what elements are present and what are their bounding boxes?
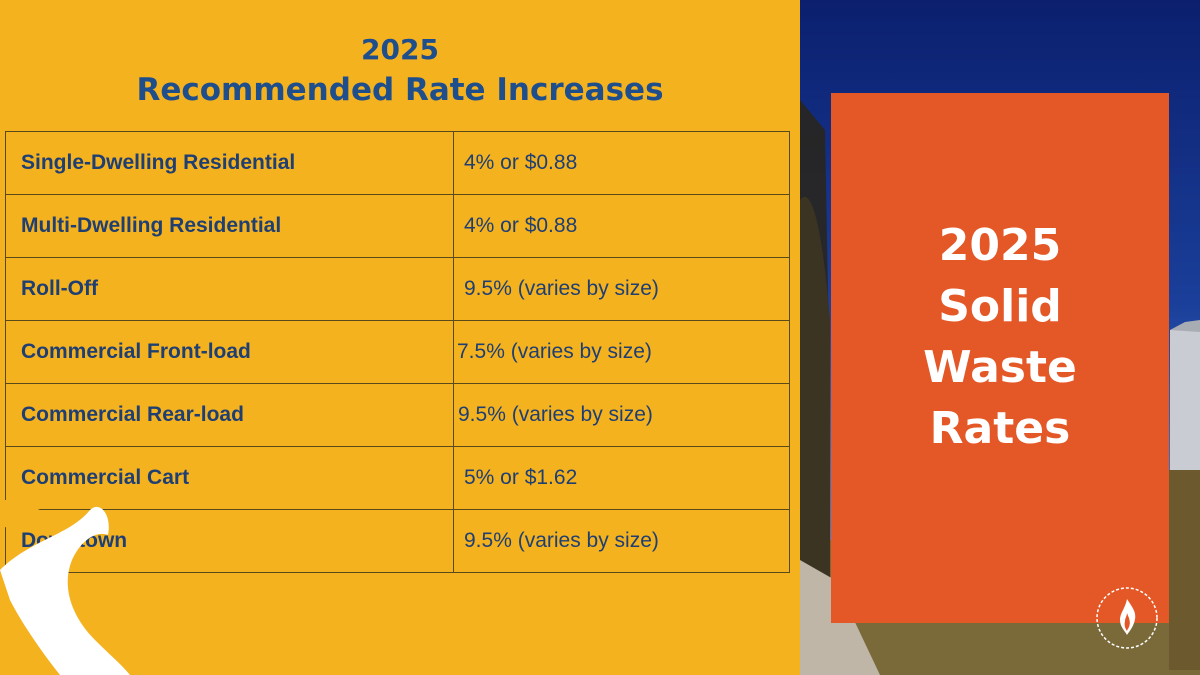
rate-cell: 4% or $0.88	[453, 131, 790, 195]
category-cell: Roll-Off	[5, 257, 454, 321]
category-cell: Single-Dwelling Residential	[5, 131, 454, 195]
rate-cell: 7.5% (varies by size)	[453, 320, 790, 384]
table-row: Multi-Dwelling Residential 4% or $0.88	[5, 194, 790, 258]
table-row: Commercial Rear-load 9.5% (varies by siz…	[5, 383, 790, 447]
box-title-line: 2025	[938, 220, 1062, 271]
box-title-line: Rates	[929, 403, 1071, 454]
slide-title-year: 2025	[361, 33, 439, 66]
box-title-line: Waste	[923, 342, 1077, 393]
table-row: Commercial Front-load 7.5% (varies by si…	[5, 320, 790, 384]
title-box	[831, 93, 1169, 623]
rate-cell: 9.5% (varies by size)	[453, 509, 790, 573]
rate-cell: 5% or $1.62	[453, 446, 790, 510]
box-title-line: Solid	[938, 281, 1062, 332]
table-row: Single-Dwelling Residential 4% or $0.88	[5, 131, 790, 195]
rate-table: Single-Dwelling Residential 4% or $0.88 …	[5, 131, 790, 573]
rate-cell: 9.5% (varies by size)	[453, 383, 790, 447]
category-cell: Multi-Dwelling Residential	[5, 194, 454, 258]
flame-swoosh-icon	[0, 500, 130, 675]
slide-title: Recommended Rate Increases	[136, 72, 664, 108]
category-cell: Commercial Front-load	[5, 320, 454, 384]
rate-cell: 9.5% (varies by size)	[453, 257, 790, 321]
rate-cell: 4% or $0.88	[453, 194, 790, 258]
box-title: 2025 Solid Waste Rates	[831, 215, 1169, 459]
table-row: Roll-Off 9.5% (varies by size)	[5, 257, 790, 321]
category-cell: Commercial Cart	[5, 446, 454, 510]
table-row: Commercial Cart 5% or $1.62	[5, 446, 790, 510]
category-cell: Commercial Rear-load	[5, 383, 454, 447]
city-of-lawrence-logo-icon	[1096, 587, 1158, 649]
